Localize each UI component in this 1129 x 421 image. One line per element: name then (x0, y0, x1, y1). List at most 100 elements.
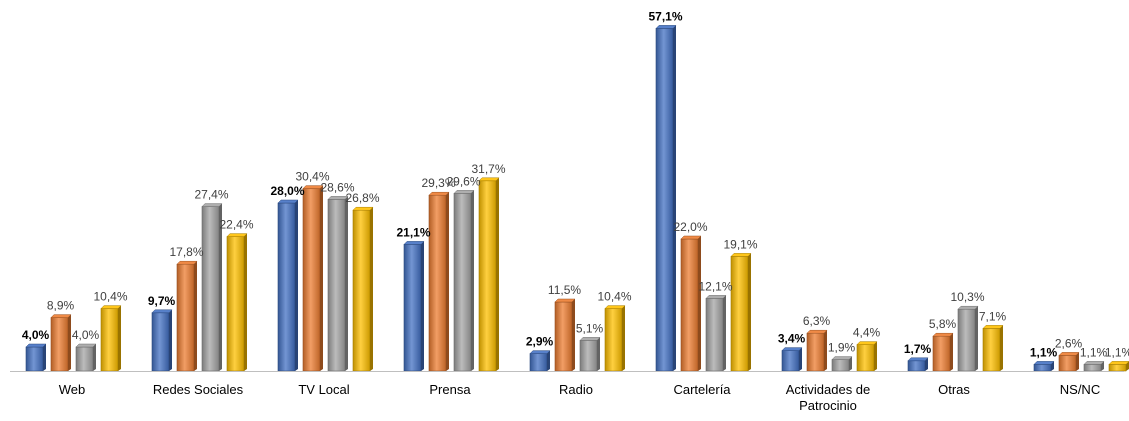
bar (957, 308, 976, 372)
bar-top (226, 233, 248, 237)
bar-side (244, 233, 247, 371)
data-label: 7,1% (979, 309, 1007, 323)
data-label: 26,8% (345, 191, 379, 205)
category-labels: Web Redes Sociales TV Local Prensa Radio Cart… (59, 382, 1100, 413)
bar (1058, 355, 1077, 372)
data-label: 21,1% (396, 225, 430, 239)
bar (907, 360, 926, 372)
data-label: 1,7% (904, 342, 932, 356)
data-label: 1,1% (1080, 345, 1108, 359)
bar (478, 180, 497, 372)
data-label: 17,8% (169, 245, 203, 259)
bar-side (169, 309, 172, 371)
bar (1108, 364, 1127, 372)
bar-side (874, 341, 877, 371)
bar-top (1033, 361, 1055, 365)
bar (529, 353, 548, 372)
data-label: 2,6% (1055, 336, 1083, 350)
bar-top (1083, 361, 1105, 365)
bar (201, 206, 220, 372)
bar (655, 28, 674, 372)
data-label: 10,3% (950, 290, 984, 304)
data-label: 1,1% (1105, 345, 1129, 359)
category-label: Web (59, 382, 86, 397)
bar (403, 244, 422, 372)
category-label: Actividades de Patrocinio (786, 382, 871, 413)
data-label: 1,9% (828, 341, 856, 355)
bar-top (151, 309, 173, 314)
bar (453, 193, 472, 372)
bar-side (1101, 361, 1104, 371)
data-label: 29,6% (446, 174, 480, 188)
bar-side (849, 356, 852, 371)
bar-side (824, 330, 827, 371)
category-label: Prensa (429, 382, 471, 397)
data-label: 22,0% (673, 220, 707, 234)
bars (25, 25, 1129, 372)
bar-side (1126, 361, 1129, 371)
bar-side (118, 305, 121, 371)
category-label: Otras (938, 382, 970, 397)
bar-side (673, 25, 676, 372)
bar-top (50, 314, 72, 318)
data-label: 4,4% (853, 326, 881, 340)
bar-side (471, 190, 474, 371)
bar-top (201, 203, 223, 207)
bar-side (547, 350, 550, 371)
bar (1033, 364, 1052, 372)
data-label: 10,4% (93, 290, 127, 304)
bar-top (176, 260, 198, 265)
bar-top (25, 343, 47, 348)
bar-side (723, 295, 726, 371)
bar-side (219, 203, 222, 371)
data-label: 2,9% (526, 335, 554, 349)
data-labels: 4,0% 8,9% 4,0% 10,4% 9,7% 17,8% 27,4% 22,4% 28,0… (22, 9, 1129, 359)
bar-side (925, 357, 928, 371)
data-label: 8,9% (47, 299, 75, 313)
bar-top (1058, 352, 1080, 356)
data-label: 57,1% (648, 9, 682, 23)
data-label: 27,4% (194, 188, 228, 202)
data-label: 1,1% (1030, 345, 1058, 359)
bar-side (295, 200, 298, 371)
data-label: 30,4% (295, 170, 329, 184)
bar-top (705, 295, 727, 299)
bar (604, 308, 623, 372)
data-label: 6,3% (803, 314, 831, 328)
bar-side (370, 207, 373, 371)
bar (327, 199, 346, 372)
bar-top (277, 199, 299, 204)
bar-side (446, 192, 449, 371)
bar (302, 188, 321, 372)
bar (705, 298, 724, 372)
bar-side (950, 333, 953, 371)
bar-side (698, 236, 701, 371)
bar (176, 263, 195, 372)
data-label: 5,1% (576, 321, 604, 335)
category-label: NS/NC (1060, 382, 1100, 397)
bar-top (781, 347, 803, 351)
bar (50, 317, 69, 372)
bar (680, 238, 699, 372)
bar-top (75, 343, 97, 348)
bar-top (403, 241, 425, 245)
bar (831, 359, 850, 372)
bar-side (320, 185, 323, 371)
category-label: Redes Sociales (153, 382, 244, 397)
bar (226, 236, 245, 372)
bar-top (856, 341, 878, 345)
bar-side (622, 305, 625, 371)
bar-top (907, 357, 929, 362)
bar-side (572, 299, 575, 371)
bar-top (831, 356, 853, 360)
data-label: 5,8% (929, 317, 957, 331)
category-label: TV Local (298, 382, 349, 397)
data-label: 4,0% (22, 328, 50, 342)
bar-side (93, 344, 96, 371)
bar-top (453, 190, 475, 194)
bar-side (597, 337, 600, 371)
bar-side (68, 314, 71, 371)
bar (579, 340, 598, 372)
data-label: 29,3% (421, 176, 455, 190)
data-label: 31,7% (471, 162, 505, 176)
